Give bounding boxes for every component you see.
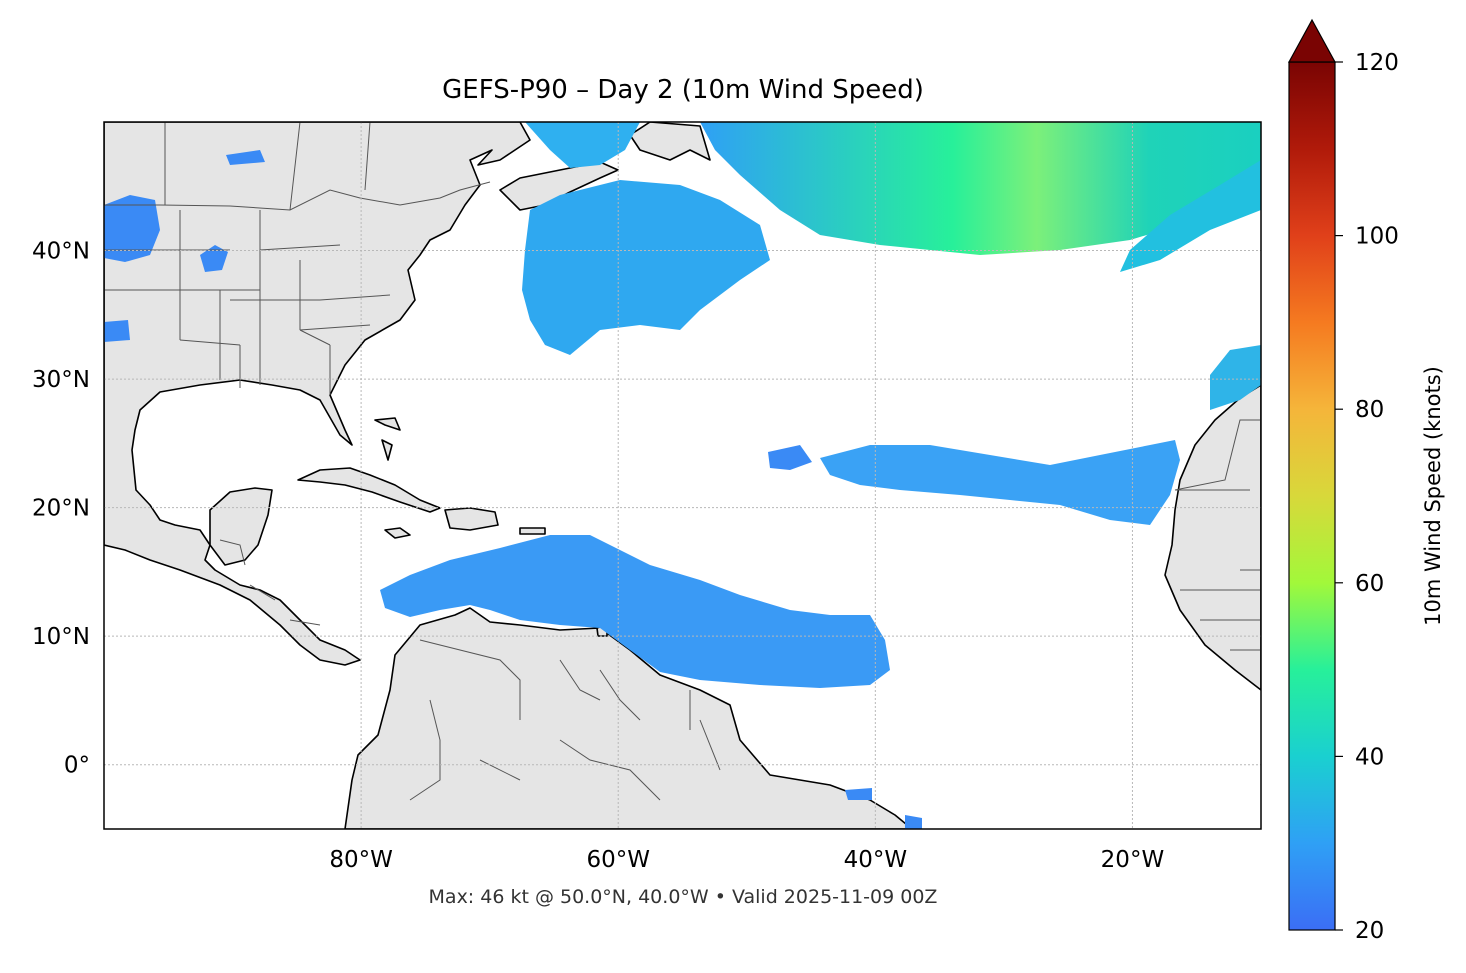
- wind-patch-mid-atlantic: [768, 445, 812, 470]
- x-tick-label: 80°W: [329, 847, 393, 873]
- border-us-states-b: [104, 244, 391, 331]
- colorbar-tick-label: 20: [1355, 918, 1384, 944]
- colorbar-extend-arrow: [1287, 18, 1337, 63]
- colorbar-tick-label: 120: [1355, 50, 1399, 76]
- y-tick-label: 40°N: [32, 239, 90, 265]
- political-borders: [104, 122, 1261, 801]
- colorbar-label: 10m Wind Speed (knots): [1421, 366, 1445, 626]
- y-axis-ticks: 40°N 30°N 20°N 10°N 0°: [32, 239, 90, 779]
- colorbar-body: [1288, 61, 1336, 931]
- wind-band-canary: [1210, 345, 1261, 410]
- y-tick-label: 20°N: [32, 496, 90, 522]
- wind-patch-brazil-coast: [845, 788, 922, 829]
- land-south-america: [344, 607, 913, 829]
- x-tick-label: 40°W: [844, 847, 908, 873]
- wind-patch-labrador: [525, 122, 640, 168]
- colorbar: 20 40 60 80 100 120 10m Wind Speed (knots): [1287, 18, 1445, 944]
- wind-patch-newfoundland: [522, 180, 770, 355]
- y-tick-label: 10°N: [32, 624, 90, 650]
- wind-band-subtropical: [820, 440, 1180, 525]
- y-tick-label: 0°: [64, 753, 90, 779]
- colorbar-tick-label: 100: [1355, 224, 1399, 250]
- colorbar-tick-label: 80: [1355, 397, 1384, 423]
- land-jamaica: [384, 527, 411, 539]
- y-tick-label: 30°N: [32, 367, 90, 393]
- wind-patch-great-lakes: [104, 195, 160, 262]
- border-africa: [1174, 419, 1261, 651]
- border-us-states-c: [179, 329, 331, 395]
- gridlines: [104, 122, 1261, 829]
- map-panel: 80°W 60°W 40°W 20°W 40°N 30°N 20°N 10°N 0°: [32, 121, 1262, 873]
- wind-patch-plains: [200, 245, 228, 272]
- land-africa: [1164, 384, 1261, 691]
- colorbar-tick-label: 60: [1355, 571, 1384, 597]
- border-us-states-a: [104, 210, 301, 385]
- land-puerto-rico: [519, 527, 546, 535]
- wind-band-north: [700, 122, 1261, 255]
- land-nova-scotia: [499, 161, 619, 211]
- wind-patch-southwest: [104, 320, 130, 342]
- land-newfoundland: [629, 122, 711, 161]
- border-canada-provinces: [164, 122, 371, 211]
- wind-band-caribbean: [380, 535, 890, 688]
- land-hispaniola: [444, 507, 499, 531]
- border-us-canada: [104, 181, 491, 211]
- colorbar-tick-label: 40: [1355, 744, 1384, 770]
- max-annotation: Max: 46 kt @ 50.0°N, 40.0°W • Valid 2025…: [429, 886, 938, 908]
- x-axis-ticks: 80°W 60°W 40°W 20°W: [329, 847, 1164, 873]
- border-central-america: [219, 539, 321, 626]
- x-tick-label: 20°W: [1101, 847, 1165, 873]
- chart-title: GEFS-P90 – Day 2 (10m Wind Speed): [442, 75, 924, 105]
- wind-band-northeast-streak: [1120, 160, 1261, 272]
- map-frame: [103, 121, 1262, 830]
- x-tick-label: 60°W: [586, 847, 650, 873]
- colorbar-ticks: 20 40 60 80 100 120: [1335, 50, 1399, 944]
- wind-patch-hudson: [226, 150, 265, 165]
- wind-speed-field: [104, 122, 1261, 829]
- land-bahamas: [374, 417, 401, 461]
